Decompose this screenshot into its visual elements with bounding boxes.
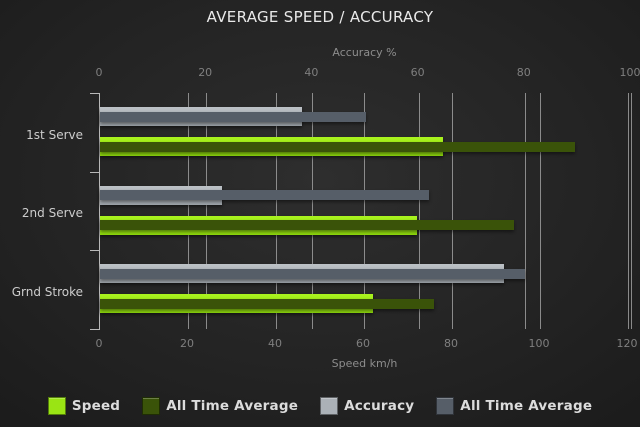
- axis-tick-stub: [90, 171, 100, 173]
- legend-item: Speed: [47, 397, 121, 415]
- top-axis-tick-label: 40: [304, 66, 319, 79]
- top-axis-gridline: [206, 93, 208, 329]
- legend-swatch: [142, 397, 161, 415]
- chart-title: AVERAGE SPEED / ACCURACY: [206, 8, 434, 26]
- legend-label: All Time Average: [166, 398, 299, 414]
- plot-area: [90, 93, 632, 330]
- top-axis-gridline: [418, 93, 420, 329]
- bottom-axis-tick-label: 20: [180, 337, 194, 350]
- bottom-axis-gridline: [188, 93, 189, 329]
- top-axis-tick-label: 0: [95, 66, 103, 79]
- bottom-axis-tick-label: 0: [95, 337, 103, 350]
- legend-label: Speed: [71, 398, 121, 414]
- bottom-axis-tick-label: 40: [268, 337, 282, 350]
- legend-swatch: [436, 397, 455, 415]
- category-label: Grnd Stroke: [11, 284, 83, 299]
- bottom-axis-tick-label: 60: [356, 337, 370, 350]
- top-axis-gridline: [312, 93, 314, 329]
- bottom-axis-gridline: [540, 93, 541, 329]
- bottom-axis-tick-label: 80: [444, 337, 458, 350]
- bottom-axis-gridline: [276, 93, 277, 329]
- top-axis-gridline: [631, 93, 632, 329]
- legend-item: Accuracy: [320, 397, 414, 415]
- top-axis-tick-label: 80: [516, 66, 531, 79]
- bottom-axis-gridline: [452, 93, 453, 329]
- top-axis-tick-label: 20: [198, 66, 213, 79]
- top-axis-title: Accuracy %: [332, 46, 397, 59]
- axis-tick-stub: [90, 329, 100, 330]
- bottom-axis-title: Speed km/h: [331, 357, 398, 370]
- top-axis-tick-labels: 0 20 40 60 80 100: [95, 66, 640, 80]
- accuracy-alltime-avg-bar: [100, 268, 525, 279]
- bottom-axis-gridline: [628, 93, 629, 329]
- legend-swatch: [320, 397, 339, 415]
- top-axis-tick-label: 60: [410, 66, 425, 79]
- legend-label: All Time Average: [460, 398, 593, 414]
- speed-alltime-avg-bar: [100, 298, 435, 309]
- bottom-axis-tick-labels: 0 20 40 60 80 100 120: [95, 337, 638, 351]
- legend-item: All Time Average: [142, 397, 298, 415]
- category-label: 2nd Serve: [21, 206, 83, 221]
- legend-item: All Time Average: [436, 397, 592, 415]
- category-label: 1st Serve: [26, 127, 83, 142]
- top-axis-tick-label: 100: [619, 66, 640, 79]
- chart-legend: Speed All Time Average Accuracy All Time Av…: [0, 394, 640, 418]
- speed-alltime-avg-bar: [100, 220, 514, 231]
- accuracy-alltime-avg-bar: [100, 190, 430, 201]
- legend-label: Accuracy: [344, 398, 415, 414]
- bottom-axis-gridline: [364, 93, 365, 329]
- top-axis-gridline: [524, 93, 526, 329]
- axis-tick-stub: [90, 250, 100, 252]
- axis-tick-stub: [90, 93, 100, 94]
- legend-swatch: [47, 397, 66, 415]
- bottom-axis-tick-label: 120: [616, 337, 638, 350]
- speed-alltime-avg-bar: [100, 141, 576, 152]
- bottom-axis-tick-label: 100: [528, 337, 550, 350]
- accuracy-alltime-avg-bar: [100, 111, 366, 122]
